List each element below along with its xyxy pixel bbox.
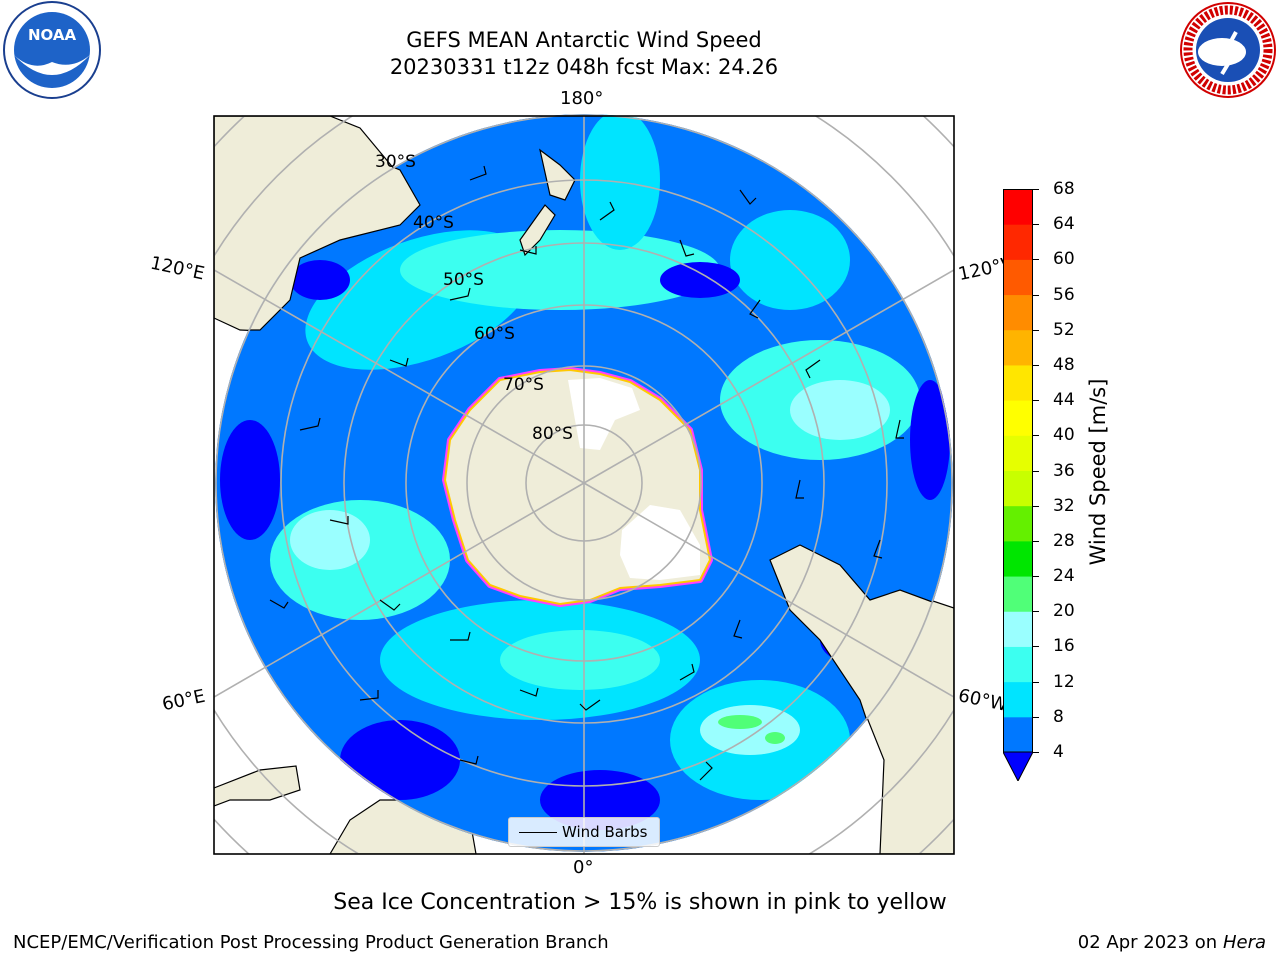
colorbar-tick-label: 56 [1053, 284, 1075, 305]
colorbar-tick-mark [1033, 224, 1039, 226]
legend-label: Wind Barbs [562, 823, 648, 841]
colorbar-tick-label: 24 [1053, 566, 1075, 587]
colorbar-swatch [1003, 294, 1033, 331]
footer-date: 02 Apr 2023 on [1077, 932, 1223, 953]
colorbar-swatch [1003, 505, 1033, 542]
colorbar-tick-label: 20 [1053, 601, 1075, 622]
colorbar-tick-mark [1033, 329, 1039, 331]
colorbar-tick-label: 44 [1053, 390, 1075, 411]
colorbar-tick-mark [1033, 646, 1039, 648]
lon-label-0: 0° [573, 857, 594, 878]
graticule-outer [214, 116, 954, 854]
colorbar-swatch [1003, 540, 1033, 577]
colorbar-tick-mark [1033, 576, 1039, 578]
wind-barb-legend-line [519, 832, 557, 833]
footer-host: Hera [1222, 932, 1266, 953]
noaa-logo: NOAA [2, 0, 102, 100]
colorbar-swatch [1003, 364, 1033, 401]
wind-barbs [269, 165, 904, 781]
colorbar-tick-label: 32 [1053, 495, 1075, 516]
colorbar-swatch [1003, 400, 1033, 436]
colorbar-swatch [1003, 646, 1033, 683]
colorbar-tick-label: 36 [1053, 460, 1075, 481]
colorbar-tick-mark [1033, 294, 1039, 296]
colorbar-swatch [1003, 681, 1033, 718]
colorbar-extend-arrow [1002, 751, 1034, 783]
colorbar-tick-mark [1033, 189, 1039, 190]
colorbar-tick-label: 40 [1053, 425, 1075, 446]
chart-subtitle: 20230331 t12z 048h fcst Max: 24.26 [389, 55, 779, 79]
colorbar-tick-mark [1033, 435, 1039, 437]
svg-text:NOAA: NOAA [28, 26, 77, 44]
sea-ice-caption: Sea Ice Concentration > 15% is shown in … [333, 890, 947, 915]
colorbar-tick-label: 64 [1053, 214, 1075, 235]
colorbar-tick-mark [1033, 259, 1039, 261]
colorbar-swatches [1002, 189, 1034, 783]
colorbar-swatch [1003, 611, 1033, 647]
lat-label-70s: 70°S [503, 375, 544, 395]
colorbar-tick-mark [1033, 540, 1039, 542]
footer-right: 02 Apr 2023 on Hera [1078, 932, 1266, 953]
colorbar-outline [1003, 189, 1033, 753]
footer-left: NCEP/EMC/Verification Post Processing Pr… [13, 932, 609, 953]
lat-label-60s: 60°S [474, 324, 515, 344]
chart-title: GEFS MEAN Antarctic Wind Speed [406, 28, 762, 52]
lat-label-80s: 80°S [532, 424, 573, 444]
colorbar-tick-mark [1033, 505, 1039, 507]
colorbar-swatch [1003, 576, 1033, 612]
colorbar-swatch [1003, 716, 1033, 753]
colorbar-tick-mark [1033, 400, 1039, 402]
colorbar-swatch [1003, 259, 1033, 296]
colorbar-tick-label: 12 [1053, 671, 1075, 692]
colorbar-swatch [1003, 329, 1033, 366]
lat-label-40s: 40°S [413, 213, 454, 233]
colorbar-tick-mark [1033, 681, 1039, 683]
lat-label-50s: 50°S [443, 270, 484, 290]
colorbar-swatch [1003, 189, 1033, 225]
colorbar-tick-label: 28 [1053, 530, 1075, 551]
colorbar-tick-label: 16 [1053, 636, 1075, 657]
colorbar-tick-mark [1033, 752, 1039, 753]
colorbar [1002, 189, 1034, 783]
lon-label-180: 180° [560, 88, 604, 109]
colorbar-swatch [1003, 435, 1033, 471]
colorbar-tick-mark [1033, 364, 1039, 366]
colorbar-tick-mark [1033, 716, 1039, 718]
map-frame [213, 115, 955, 855]
lat-label-30s: 30°S [375, 152, 416, 172]
colorbar-tick-mark [1033, 470, 1039, 472]
colorbar-tick-label: 60 [1053, 249, 1075, 270]
colorbar-label: Wind Speed [m/s] [1086, 378, 1110, 566]
colorbar-tick-mark [1033, 611, 1039, 613]
wind-barbs-legend: Wind Barbs [508, 817, 660, 847]
colorbar-tick-label: 8 [1053, 706, 1064, 727]
colorbar-tick-label: 52 [1053, 319, 1075, 340]
nws-logo [1178, 0, 1278, 100]
colorbar-swatch [1003, 470, 1033, 507]
colorbar-tick-label: 68 [1053, 179, 1075, 199]
colorbar-tick-label: 4 [1053, 742, 1064, 762]
colorbar-tick-label: 48 [1053, 354, 1075, 375]
colorbar-swatch [1003, 224, 1033, 260]
